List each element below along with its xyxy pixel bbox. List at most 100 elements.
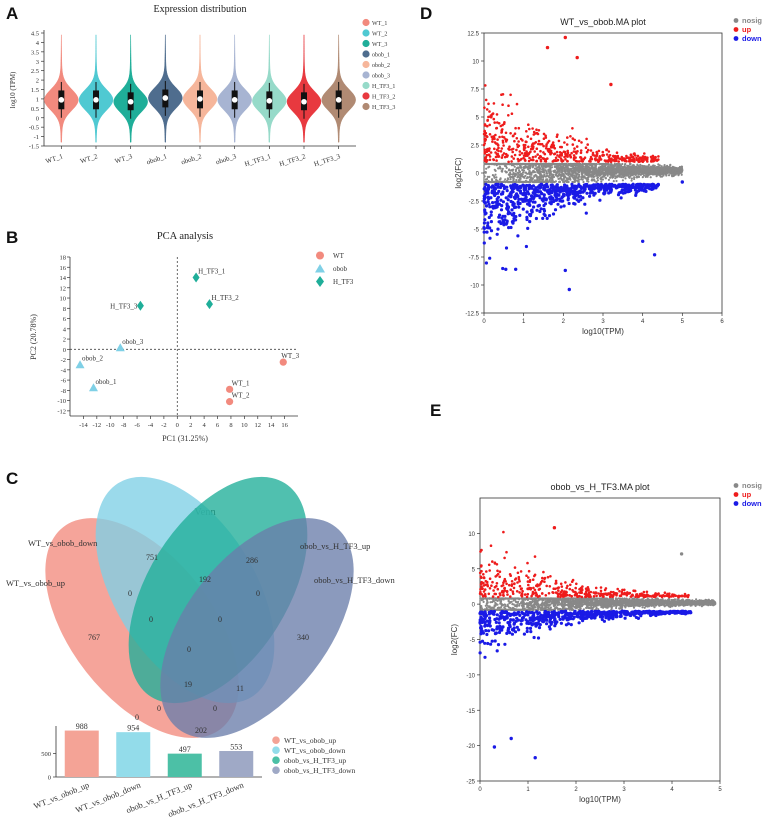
chart-d-xlabel: log10(TPM) xyxy=(582,327,624,336)
chart-c-bar-ytick-label: 500 xyxy=(41,751,51,758)
ma-point xyxy=(577,170,580,173)
ma-point xyxy=(526,226,530,230)
legend-b-swatch xyxy=(316,276,324,287)
ma-point xyxy=(483,106,486,109)
ma-point xyxy=(526,180,530,184)
ma-point xyxy=(559,168,562,171)
ma-point xyxy=(559,145,562,149)
ma-point xyxy=(598,174,601,177)
chart-e-title: obob_vs_H_TF3.MA plot xyxy=(550,482,650,492)
ma-point xyxy=(528,127,531,131)
ma-point xyxy=(518,169,521,172)
ma-point xyxy=(572,154,576,157)
chart-b-ytick-label: 4 xyxy=(63,326,67,333)
ma-point xyxy=(615,176,619,179)
ma-point xyxy=(624,173,627,176)
ma-point xyxy=(554,165,557,168)
ma-point xyxy=(561,199,565,203)
ma-point xyxy=(563,141,566,144)
chart-b-xtick-label: 14 xyxy=(268,422,275,429)
ma-point xyxy=(532,205,536,209)
chart-b-xtick-label: 4 xyxy=(202,422,206,429)
ma-point xyxy=(507,160,510,164)
chart-d-points xyxy=(482,35,684,292)
ma-point xyxy=(586,163,589,166)
ma-point xyxy=(565,193,570,197)
ma-point xyxy=(547,150,551,153)
ma-point xyxy=(488,110,491,113)
ma-point xyxy=(532,180,535,184)
ma-point xyxy=(624,159,627,162)
ma-point xyxy=(571,171,574,174)
ma-point xyxy=(624,162,627,166)
ma-point xyxy=(531,155,535,159)
ma-point xyxy=(502,136,506,139)
ma-point xyxy=(534,190,538,194)
ma-point xyxy=(524,174,527,177)
ma-point xyxy=(493,141,497,144)
ma-point xyxy=(523,152,527,155)
ma-point xyxy=(510,213,514,217)
ma-point xyxy=(595,173,598,176)
violin-median xyxy=(266,98,273,104)
ma-point xyxy=(571,143,575,146)
chart-b-xtick-label: -8 xyxy=(121,422,126,429)
venn-region-count: 0 xyxy=(157,704,161,713)
ma-point xyxy=(622,172,625,175)
ma-point xyxy=(484,178,487,181)
ma-point xyxy=(516,157,520,161)
ma-point xyxy=(614,164,617,167)
ma-point xyxy=(508,192,513,196)
ma-point xyxy=(588,174,591,177)
ma-point xyxy=(629,170,632,173)
ma-point xyxy=(495,176,498,179)
ma-point xyxy=(570,151,573,155)
ma-point xyxy=(495,127,498,130)
ma-point xyxy=(630,177,634,180)
ma-point xyxy=(631,155,635,158)
ma-point xyxy=(580,159,583,163)
ma-point xyxy=(489,220,493,224)
ma-point xyxy=(488,205,492,209)
ma-point xyxy=(597,149,601,153)
ma-point xyxy=(628,157,631,161)
chart-d-ytick-label: 10 xyxy=(472,60,479,66)
ma-point xyxy=(516,176,519,179)
ma-point xyxy=(535,208,539,212)
legend-a-swatch xyxy=(362,92,370,100)
ma-point xyxy=(575,185,579,189)
ma-point xyxy=(556,154,559,157)
ma-point xyxy=(580,178,583,181)
legend-a-label: WT_2 xyxy=(372,32,387,38)
ma-point xyxy=(499,221,503,226)
ma-point xyxy=(643,157,646,160)
ma-point xyxy=(572,157,576,160)
ma-point xyxy=(659,174,662,177)
legend-a-label: H_TF3_1 xyxy=(372,84,395,90)
ma-point xyxy=(602,192,606,196)
ma-point xyxy=(531,147,534,151)
ma-point xyxy=(564,164,567,167)
chart-d-xtick-label: 3 xyxy=(601,319,605,325)
chart-b-xtick-label: 2 xyxy=(189,422,192,429)
ma-point xyxy=(527,165,530,168)
chart-a-xtick-label: WT_2 xyxy=(79,152,99,165)
ma-point xyxy=(538,186,542,190)
pca-point-label: H_TF3_1 xyxy=(198,268,226,276)
panel-label-e: E xyxy=(430,401,441,420)
ma-point xyxy=(586,143,589,146)
ma-point xyxy=(578,175,581,178)
ma-point xyxy=(522,180,525,184)
ma-point xyxy=(504,178,507,181)
ma-point xyxy=(627,172,630,175)
chart-e-ytick-label: 0 xyxy=(472,603,476,609)
ma-point xyxy=(505,185,509,189)
ma-point xyxy=(604,177,608,180)
ma-point xyxy=(542,175,545,178)
ma-point xyxy=(553,147,557,150)
chart-d-ytick-label: -10 xyxy=(470,284,479,290)
ma-point xyxy=(633,176,636,179)
legend-a-swatch xyxy=(362,71,370,79)
ma-point xyxy=(537,172,540,175)
